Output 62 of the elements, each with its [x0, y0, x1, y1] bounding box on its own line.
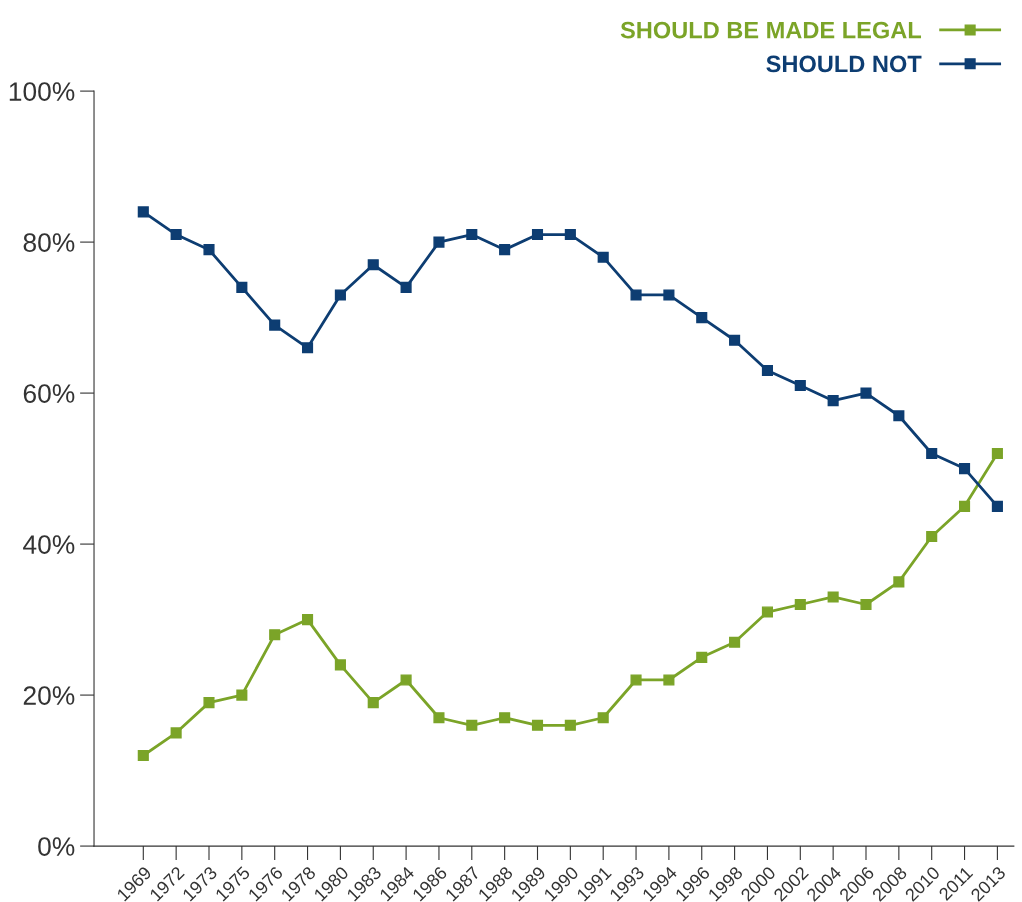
point	[400, 281, 412, 293]
point	[301, 614, 314, 626]
point	[203, 244, 215, 256]
point	[564, 719, 576, 731]
point	[466, 719, 478, 731]
point	[334, 289, 346, 301]
point	[991, 447, 1003, 460]
point	[893, 576, 905, 588]
point	[367, 697, 379, 709]
point	[203, 697, 215, 709]
point	[860, 598, 872, 611]
point	[499, 244, 511, 256]
point	[926, 530, 938, 543]
point	[827, 395, 839, 407]
point	[236, 281, 248, 293]
legend-label: SHOULD NOT	[766, 55, 922, 73]
y-tick-label: 0%	[38, 837, 75, 856]
y-tick-label: 100%	[9, 82, 75, 101]
point	[991, 500, 1003, 512]
point	[761, 364, 774, 376]
point	[729, 636, 741, 648]
point	[400, 674, 412, 686]
point	[269, 629, 281, 641]
point	[893, 410, 905, 422]
point	[367, 259, 379, 271]
point	[926, 447, 938, 460]
point	[630, 674, 642, 686]
point	[696, 312, 708, 324]
y-tick-label: 40%	[23, 535, 75, 554]
point	[466, 228, 478, 241]
point	[137, 206, 149, 218]
point	[301, 342, 314, 354]
y-tick-label: 80%	[23, 233, 75, 252]
point	[958, 500, 971, 512]
point	[597, 712, 609, 724]
point	[170, 727, 182, 739]
legend-label: SHOULD BE MADE LEGAL	[620, 21, 922, 39]
point	[236, 689, 248, 701]
point	[696, 651, 708, 663]
point	[761, 606, 774, 618]
point	[531, 719, 544, 731]
point	[433, 236, 445, 248]
point	[794, 598, 806, 611]
point	[663, 289, 675, 301]
y-tick-label: 20%	[23, 686, 75, 705]
point	[499, 712, 511, 724]
point	[597, 251, 609, 263]
point	[663, 674, 675, 686]
point	[630, 289, 642, 301]
point	[269, 319, 281, 331]
point	[564, 228, 576, 241]
point	[433, 712, 445, 724]
point	[729, 334, 741, 346]
point	[531, 228, 544, 241]
point	[958, 463, 971, 475]
point	[334, 659, 346, 671]
point	[860, 387, 872, 399]
point	[137, 749, 149, 762]
point	[794, 379, 806, 392]
point	[827, 591, 839, 603]
point	[170, 228, 182, 241]
y-tick-label: 60%	[23, 384, 75, 403]
